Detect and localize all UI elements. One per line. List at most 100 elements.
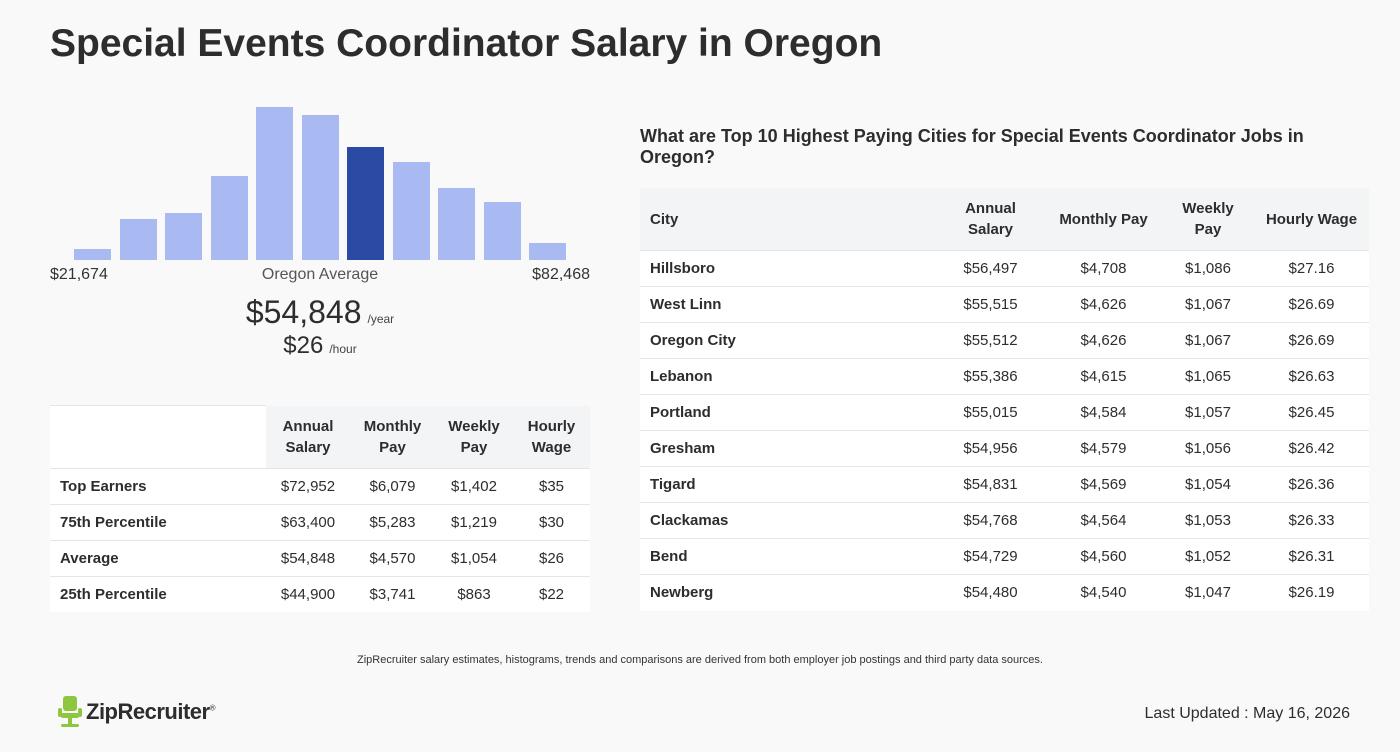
city-value: $1,053 — [1162, 502, 1254, 539]
city-value: $56,497 — [936, 250, 1045, 287]
cities-header-hourly: Hourly Wage — [1254, 188, 1369, 251]
average-hourly: $26/hour — [50, 332, 590, 360]
percentile-header-weekly: Weekly Pay — [435, 405, 513, 468]
city-value: $55,512 — [936, 322, 1045, 359]
cities-header-monthly: Monthly Pay — [1045, 188, 1162, 251]
ziprecruiter-chair-icon — [58, 696, 82, 727]
city-value: $4,708 — [1045, 250, 1162, 287]
percentile-value: $44,900 — [266, 575, 350, 612]
city-value: $55,015 — [936, 394, 1045, 431]
percentile-value: $63,400 — [266, 503, 350, 540]
city-name: Hillsboro — [640, 250, 936, 287]
city-value: $26.19 — [1254, 574, 1369, 611]
city-name: Newberg — [640, 574, 936, 611]
data-source-note: ZipRecruiter salary estimates, histogram… — [357, 654, 1043, 666]
histogram-bar — [529, 243, 566, 260]
percentile-value: $863 — [435, 575, 513, 612]
city-value: $1,054 — [1162, 466, 1254, 503]
city-value: $1,067 — [1162, 286, 1254, 323]
city-row: Portland $55,015 $4,584 $1,057 $26.45 — [640, 394, 1369, 431]
city-value: $1,065 — [1162, 358, 1254, 395]
city-value: $26.45 — [1254, 394, 1369, 431]
percentile-label: Top Earners — [50, 467, 266, 504]
percentile-value: $54,848 — [266, 539, 350, 576]
average-yearly-unit: /year — [367, 312, 395, 326]
city-value: $54,729 — [936, 538, 1045, 575]
city-name: West Linn — [640, 286, 936, 323]
histogram-bar — [210, 176, 248, 260]
cities-header-weekly: Weekly Pay — [1162, 188, 1254, 251]
city-value: $1,067 — [1162, 322, 1254, 359]
percentile-value: $1,219 — [435, 503, 513, 540]
city-value: $1,047 — [1162, 574, 1254, 611]
histogram-bar — [392, 162, 430, 260]
city-row: Bend $54,729 $4,560 $1,052 $26.31 — [640, 538, 1369, 575]
city-row: Oregon City $55,512 $4,626 $1,067 $26.69 — [640, 322, 1369, 359]
percentile-value: $4,570 — [350, 539, 435, 576]
percentile-row: 25th Percentile $44,900 $3,741 $863 $22 — [50, 575, 590, 612]
city-value: $4,584 — [1045, 394, 1162, 431]
percentile-row: Top Earners $72,952 $6,079 $1,402 $35 — [50, 467, 590, 504]
percentile-header-blank — [50, 405, 266, 468]
cities-table: City Annual Salary Monthly Pay Weekly Pa… — [640, 188, 1369, 611]
city-row: Gresham $54,956 $4,579 $1,056 $26.42 — [640, 430, 1369, 467]
average-hourly-unit: /hour — [329, 342, 357, 356]
percentile-header-annual: Annual Salary — [266, 405, 350, 468]
city-name: Oregon City — [640, 322, 936, 359]
percentile-value: $1,402 — [435, 467, 513, 504]
cities-table-header: City Annual Salary Monthly Pay Weekly Pa… — [640, 188, 1369, 251]
city-value: $54,768 — [936, 502, 1045, 539]
city-name: Clackamas — [640, 502, 936, 539]
city-name: Bend — [640, 538, 936, 575]
city-value: $4,569 — [1045, 466, 1162, 503]
city-value: $26.69 — [1254, 322, 1369, 359]
histogram-bar — [301, 115, 339, 260]
city-name: Lebanon — [640, 358, 936, 395]
city-value: $54,480 — [936, 574, 1045, 611]
city-value: $4,540 — [1045, 574, 1162, 611]
city-name: Portland — [640, 394, 936, 431]
city-value: $4,579 — [1045, 430, 1162, 467]
page-title: Special Events Coordinator Salary in Ore… — [50, 22, 883, 65]
cities-header-annual: Annual Salary — [936, 188, 1045, 251]
city-value: $55,386 — [936, 358, 1045, 395]
salary-histogram — [50, 100, 590, 260]
city-value: $54,831 — [936, 466, 1045, 503]
histogram-min-label: $21,674 — [50, 266, 108, 283]
histogram-bar — [438, 188, 475, 260]
average-yearly-value: $54,848 — [245, 294, 362, 330]
city-row: Newberg $54,480 $4,540 $1,047 $26.19 — [640, 574, 1369, 611]
city-row: Hillsboro $56,497 $4,708 $1,086 $27.16 — [640, 250, 1369, 287]
cities-heading: What are Top 10 Highest Paying Cities fo… — [640, 126, 1304, 167]
ziprecruiter-logo[interactable]: ZipRecruiter® — [58, 695, 216, 729]
city-value: $26.63 — [1254, 358, 1369, 395]
city-row: Tigard $54,831 $4,569 $1,054 $26.36 — [640, 466, 1369, 503]
city-value: $26.31 — [1254, 538, 1369, 575]
percentile-header-hourly: Hourly Wage — [513, 405, 590, 468]
logo-text: ZipRecruiter® — [86, 699, 216, 724]
percentile-header-monthly: Monthly Pay — [350, 405, 435, 468]
histogram-bar — [165, 213, 202, 260]
city-value: $4,615 — [1045, 358, 1162, 395]
city-value: $1,086 — [1162, 250, 1254, 287]
city-value: $4,626 — [1045, 286, 1162, 323]
percentile-label: 25th Percentile — [50, 575, 266, 612]
city-value: $1,056 — [1162, 430, 1254, 467]
percentile-table: Annual Salary Monthly Pay Weekly Pay Hou… — [50, 405, 590, 612]
city-row: West Linn $55,515 $4,626 $1,067 $26.69 — [640, 286, 1369, 323]
histogram-bar — [119, 219, 157, 260]
percentile-value: $26 — [513, 539, 590, 576]
percentile-row: Average $54,848 $4,570 $1,054 $26 — [50, 539, 590, 576]
city-value: $1,052 — [1162, 538, 1254, 575]
histogram-bar — [256, 107, 293, 260]
city-row: Clackamas $54,768 $4,564 $1,053 $26.33 — [640, 502, 1369, 539]
percentile-table-header: Annual Salary Monthly Pay Weekly Pay Hou… — [50, 405, 590, 468]
city-value: $26.33 — [1254, 502, 1369, 539]
histogram-bar — [74, 249, 111, 260]
histogram-bar-average — [347, 147, 384, 260]
city-value: $4,564 — [1045, 502, 1162, 539]
percentile-value: $35 — [513, 467, 590, 504]
cities-header-city: City — [640, 188, 936, 251]
percentile-value: $1,054 — [435, 539, 513, 576]
average-yearly: $54,848/year — [50, 294, 590, 331]
